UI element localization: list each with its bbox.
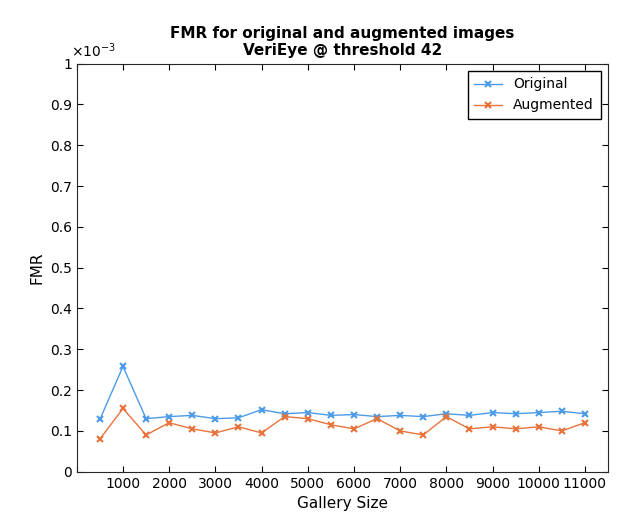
Augmented — [419, 432, 427, 438]
Line: Original: Original — [97, 363, 588, 423]
Augmented — [373, 416, 381, 422]
Augmented — [212, 430, 220, 436]
Original — [581, 411, 589, 417]
Augmented — [581, 420, 589, 426]
Augmented — [350, 426, 358, 432]
Original — [558, 408, 566, 414]
Augmented — [465, 426, 473, 432]
Original — [350, 411, 358, 418]
Y-axis label: FMR: FMR — [29, 251, 44, 284]
Original — [327, 412, 335, 419]
Augmented — [96, 436, 104, 442]
Augmented — [119, 405, 127, 412]
Augmented — [304, 416, 312, 422]
Original — [96, 416, 104, 422]
Augmented — [327, 421, 335, 428]
Original — [535, 409, 543, 416]
Original — [465, 412, 473, 419]
Augmented — [165, 420, 173, 426]
Original — [119, 363, 127, 369]
Augmented — [489, 423, 497, 430]
Augmented — [188, 426, 196, 432]
Original — [373, 413, 381, 420]
Augmented — [396, 428, 404, 434]
Augmented — [281, 413, 289, 420]
Original — [188, 412, 196, 419]
Original — [489, 409, 497, 416]
Line: Augmented: Augmented — [97, 405, 588, 443]
Original — [142, 416, 150, 422]
Legend: Original, Augmented: Original, Augmented — [468, 70, 601, 119]
Augmented — [442, 413, 450, 420]
Original — [212, 416, 220, 422]
Augmented — [512, 426, 520, 432]
Augmented — [258, 430, 266, 436]
Augmented — [535, 423, 543, 430]
Original — [304, 409, 312, 416]
Original — [258, 407, 266, 413]
X-axis label: Gallery Size: Gallery Size — [297, 496, 388, 511]
Augmented — [558, 428, 566, 434]
Original — [281, 411, 289, 417]
Augmented — [142, 432, 150, 438]
Original — [442, 411, 450, 417]
Text: $\times10^{-3}$: $\times10^{-3}$ — [72, 41, 116, 59]
Original — [165, 413, 173, 420]
Original — [235, 414, 243, 421]
Augmented — [235, 423, 243, 430]
Original — [512, 411, 520, 417]
Original — [396, 412, 404, 419]
Original — [419, 413, 427, 420]
Title: FMR for original and augmented images
VeriEye @ threshold 42: FMR for original and augmented images Ve… — [170, 26, 515, 58]
